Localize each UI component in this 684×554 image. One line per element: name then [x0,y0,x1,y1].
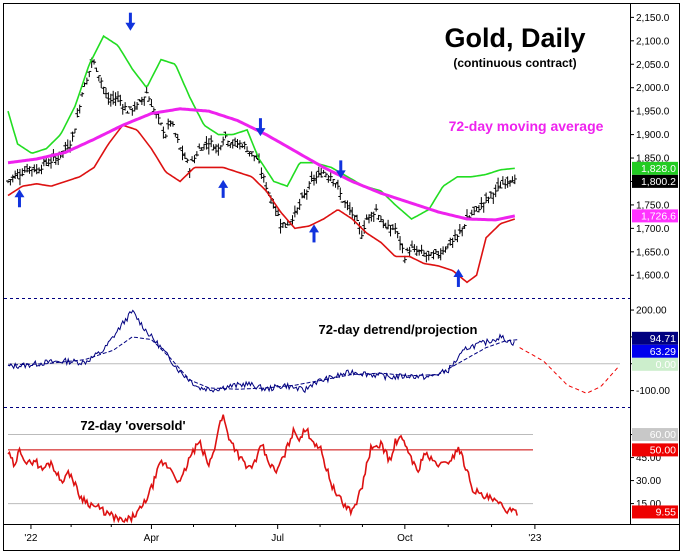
cycle-low-arrow-icon [218,179,229,198]
value-label-text: 63.29 [650,346,676,358]
detrend-title: 72-day detrend/projection [319,322,478,337]
price-ytick-label: 1,650.0 [636,247,670,258]
value-label-oversold: 60.00 [632,428,678,442]
cycle-high-arrow-icon [125,12,136,31]
value-label-box [632,344,678,358]
projection-line [519,347,620,394]
price-ytick-label: 2,150.0 [636,13,670,24]
xtick-label: '22 [24,533,37,544]
price-panel [6,12,517,287]
value-label-text: 50.00 [650,444,676,456]
oversold-ytick-label: 30.00 [636,476,661,487]
value-label-text: 60.00 [650,429,676,441]
ma-annotation: 72-day moving average [449,118,604,134]
arrow-head [453,268,464,277]
value-label-box [632,443,678,457]
price-ytick-label: 1,900.0 [636,130,670,141]
chart-frame [3,3,680,551]
value-label-box [632,331,678,345]
price-ytick-label: 1,950.0 [636,107,670,118]
value-label-box [632,428,678,442]
arrow-head [14,189,25,198]
price-ytick-label: 1,700.0 [636,224,670,235]
oversold-title: 72-day 'oversold' [80,418,185,433]
value-label-text: 1,726.6 [641,210,676,222]
oversold-panel [7,414,533,524]
price-ytick-label: 2,000.0 [636,83,670,94]
price-ytick-label: 1,750.0 [636,200,670,211]
cycle-high-arrow-icon [255,118,266,137]
price-ytick-label: 2,050.0 [636,60,670,71]
value-label-box [632,209,678,223]
value-label-detrend: 94.71 [632,331,678,345]
oversold-ytick-label: 15.00 [636,499,661,510]
value-label-text: 1,828.0 [641,163,676,175]
detrend-smooth-line [7,336,519,390]
value-label-text: 1,800.2 [641,176,676,188]
chart-title: Gold, Daily [444,23,585,53]
upper-band-line [7,34,515,220]
value-label-price: 1,828.0 [632,161,678,175]
cycle-low-arrow-icon [14,189,25,208]
value-label-text: 0.00 [656,359,677,371]
xtick-label: Jul [271,533,284,544]
value-label-detrend: 0.00 [632,357,678,371]
value-label-box [632,174,678,188]
oversold-line [7,414,518,524]
oversold-ytick-label: 45.00 [636,453,661,464]
price-ytick-label: 2,100.0 [636,36,670,47]
detrend-panel [7,309,620,394]
price-bars [6,57,517,264]
xtick-label: '23 [528,533,541,544]
value-label-box [632,161,678,175]
arrow-head [309,224,319,233]
arrow-head [255,128,266,137]
xtick-label: Oct [397,533,413,544]
value-label-detrend: 63.29 [632,344,678,358]
arrow-head [125,22,136,31]
arrow-head [218,179,229,188]
chart-subtitle: (continuous contract) [453,56,576,70]
detrend-ytick-label: 200.00 [636,306,667,317]
value-label-text: 9.55 [656,506,677,518]
detrend-ytick-label: -100.00 [636,386,670,397]
value-label-oversold: 9.55 [632,505,678,519]
value-label-oversold: 50.00 [632,443,678,457]
xtick-label: Apr [144,533,160,544]
cycle-low-arrow-icon [309,224,319,243]
price-ytick-label: 1,850.0 [636,154,670,165]
value-label-price: 1,726.6 [632,209,678,223]
value-label-box [632,505,678,519]
arrow-head [335,170,346,179]
value-label-price: 1,800.2 [632,174,678,188]
value-label-box [632,357,678,371]
cycle-low-arrow-icon [453,268,464,287]
lower-band-line [7,124,516,284]
cycle-high-arrow-icon [335,160,346,179]
price-ytick-label: 1,600.0 [636,271,670,282]
value-label-text: 94.71 [650,333,676,345]
